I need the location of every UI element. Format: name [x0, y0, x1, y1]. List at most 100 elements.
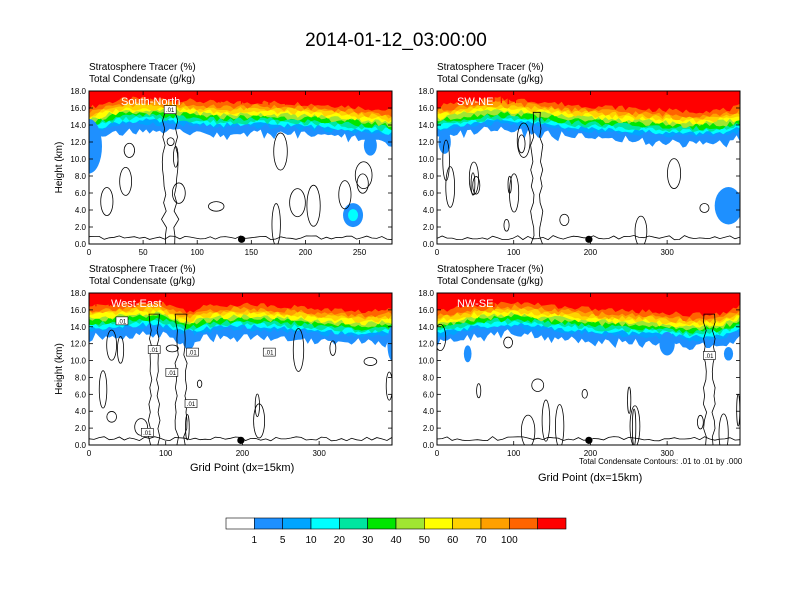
tracer-streak	[231, 91, 234, 101]
colorbar-label: 60	[447, 535, 459, 546]
x-tick: 200	[236, 293, 250, 458]
panel-1-label-tracer: Stratosphere Tracer (%)	[89, 62, 196, 73]
y-tick: 10.0	[70, 155, 392, 164]
y-tick: 6.0	[75, 390, 392, 399]
y-tick-label: 16.0	[70, 104, 86, 113]
figure-title: 2014-01-12_03:00:00	[305, 30, 487, 51]
y-tick-label: 2.0	[423, 223, 435, 232]
tracer-streak	[725, 91, 727, 97]
tracer-streak	[475, 91, 478, 98]
y-tick: 8.0	[75, 373, 392, 382]
x-tick-label: 300	[660, 248, 674, 257]
condensate-contour	[697, 414, 704, 430]
y-tick-label: 8.0	[423, 172, 435, 181]
contour-label: .01	[163, 105, 177, 114]
colorbar-swatch	[310, 517, 340, 530]
condensate-contour	[503, 336, 513, 349]
y-tick-label: 4.0	[75, 206, 87, 215]
tracer-streak	[317, 293, 319, 302]
y-tick: 6.0	[75, 189, 392, 198]
y-tick-label: 6.0	[75, 390, 87, 399]
y-tick: 2.0	[423, 424, 740, 433]
contour-label-box	[262, 347, 276, 357]
panel-4-section-label: NW-SE	[457, 298, 493, 310]
x-tick-label: 250	[353, 248, 367, 257]
contour-label-box	[115, 316, 129, 326]
tracer-streak	[153, 91, 155, 99]
tracer-streak	[130, 293, 133, 307]
condensate-contour	[253, 403, 266, 439]
location-marker	[237, 235, 246, 243]
tracer-streak	[737, 91, 739, 96]
condensate-contour	[517, 134, 526, 154]
condensate-contour	[699, 203, 710, 213]
tracer-streak	[153, 293, 155, 298]
panel-3-label-condensate: Total Condensate (g/kg)	[89, 276, 196, 287]
tracer-streak	[618, 293, 621, 307]
condensate-contour	[329, 340, 337, 356]
panel-1-tracer-field	[89, 91, 392, 228]
x-tick-label: 100	[191, 248, 205, 257]
condensate-contour	[555, 404, 565, 445]
tracer-streak	[518, 293, 520, 298]
y-tick-label: 12.0	[418, 340, 434, 349]
tracer-streak	[586, 293, 588, 304]
tracer-streak	[219, 91, 221, 103]
tracer-streak	[680, 91, 682, 104]
tracer-streak	[309, 91, 311, 104]
x-tick-label: 300	[660, 449, 674, 458]
tracer-streak	[160, 293, 162, 305]
tracer-streak	[290, 293, 292, 300]
condensate-contour	[165, 344, 179, 353]
y-tick: 14.0	[70, 121, 392, 130]
condensate-contour	[292, 328, 305, 372]
y-tick: 16.0	[70, 104, 392, 113]
x-tick: 0	[87, 293, 92, 458]
y-tick-label: 14.0	[70, 323, 86, 332]
panel-3-yaxis-title: Height (km)	[54, 343, 65, 395]
contour-label-text: .01	[166, 108, 175, 114]
tracer-streak	[102, 91, 104, 102]
contour-label-box	[163, 105, 177, 114]
condensate-contour	[273, 132, 288, 171]
panel-4-xaxis-title: Grid Point (dx=15km)	[538, 472, 643, 484]
contour-label-box	[140, 428, 154, 437]
contour-label-text: .01	[187, 402, 196, 408]
tracer-streak	[325, 91, 328, 96]
y-tick-label: 0.0	[423, 441, 435, 450]
y-tick: 18.0	[418, 87, 740, 96]
condensate-contour	[509, 173, 520, 213]
tracer-streak	[523, 293, 525, 302]
panel-1-yaxis-title: Height (km)	[54, 142, 65, 194]
x-tick-label: 0	[87, 449, 92, 458]
condensate-contour	[470, 172, 476, 196]
x-tick: 50	[139, 91, 148, 257]
y-tick-label: 14.0	[70, 121, 86, 130]
panel-3-section-label: West-East	[111, 298, 162, 310]
y-tick-label: 10.0	[418, 155, 434, 164]
tracer-streak	[451, 293, 453, 300]
tracer-streak	[511, 91, 513, 101]
panel-2-frame	[436, 90, 741, 245]
tracer-streak	[493, 293, 495, 307]
colorbar-swatch	[282, 517, 312, 530]
condensate-tower-contour	[530, 111, 544, 244]
colorbar-label: 5	[279, 535, 286, 546]
colorbar-swatch	[452, 517, 482, 530]
condensate-contour	[559, 213, 570, 226]
x-tick: 300	[660, 91, 674, 257]
colorbar-swatch	[367, 517, 397, 530]
x-tick: 100	[159, 293, 173, 458]
y-tick: 10.0	[418, 357, 740, 366]
tracer-streak	[386, 293, 388, 303]
contour-label-text: .01	[143, 431, 152, 437]
x-tick-label: 300	[312, 449, 326, 458]
tracer-streak	[467, 293, 469, 299]
tracer-streak	[231, 91, 233, 102]
contour-label-text: .01	[150, 348, 159, 354]
condensate-contour	[503, 218, 510, 232]
tracer-streak	[598, 91, 600, 105]
tracer-streak	[125, 293, 127, 305]
y-tick-label: 0.0	[75, 441, 87, 450]
panel-3-xaxis-title: Grid Point (dx=15km)	[190, 462, 295, 474]
